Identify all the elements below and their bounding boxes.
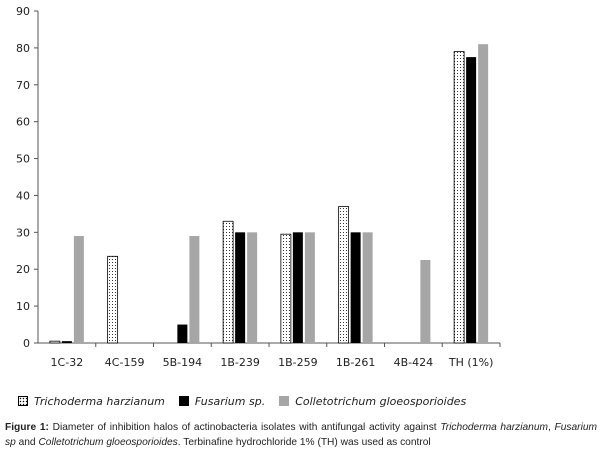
caption-text-1: Diameter of inhibition halos of actinoba… xyxy=(48,422,441,433)
y-axis: 0 10 20 30 40 50 60 70 80 90 xyxy=(16,5,39,350)
caption-species-3: Colletotrichum gloeosporioides xyxy=(38,437,178,448)
caption-species-2: Fusarium sp xyxy=(5,422,597,448)
bar-chart: 0 10 20 30 40 50 60 70 80 90 1C-32 4C-159 5B-194 1B-… xyxy=(16,5,501,369)
bar-colletotrichum-1b259 xyxy=(304,232,315,343)
legend-item-trichoderma: Trichoderma harzianum xyxy=(18,395,165,408)
y-tick-label: 80 xyxy=(16,42,30,55)
x-tick-label: 4B-424 xyxy=(394,356,434,369)
x-tick-label: 1B-261 xyxy=(336,356,376,369)
bar-fusarium-th1 xyxy=(466,57,477,343)
y-tick-label: 50 xyxy=(16,153,30,166)
caption-label: Figure 1: xyxy=(5,422,49,433)
y-tick-label: 30 xyxy=(16,226,30,239)
legend-swatch-trichoderma xyxy=(18,396,28,406)
bar-fusarium-1b239 xyxy=(235,232,246,343)
caption-species-1: Trichoderma harzianum xyxy=(440,422,548,433)
bar-colletotrichum-5b194 xyxy=(189,236,200,343)
y-tick-label: 40 xyxy=(16,189,30,202)
legend-label-fusarium: Fusarium sp. xyxy=(194,394,266,408)
y-tick-label: 90 xyxy=(16,5,30,18)
legend-item-fusarium: Fusarium sp. xyxy=(178,394,266,408)
bar-colletotrichum-4b424 xyxy=(420,260,431,343)
y-tick-label: 0 xyxy=(23,337,30,350)
legend: Trichoderma harzianum Fusarium sp. Colle… xyxy=(18,392,480,410)
caption-text-2: , xyxy=(548,422,555,433)
bar-colletotrichum-1c32 xyxy=(73,236,84,343)
y-tick-label: 10 xyxy=(16,300,30,313)
bar-trichoderma-th1 xyxy=(453,51,465,344)
figure-caption: Figure 1: Diameter of inhibition halos o… xyxy=(5,420,597,450)
x-tick-label: 1C-32 xyxy=(51,356,84,369)
x-tick-label: 1B-259 xyxy=(278,356,318,369)
y-tick-label: 20 xyxy=(16,263,30,276)
bar-trichoderma-1b259 xyxy=(280,233,292,344)
x-tick-label: 1B-239 xyxy=(220,356,260,369)
bar-colletotrichum-1b239 xyxy=(247,232,258,343)
legend-swatch-fusarium xyxy=(178,396,189,406)
bar-fusarium-1b261 xyxy=(350,232,361,343)
x-tick-label: TH (1%) xyxy=(448,356,494,369)
bar-fusarium-1b259 xyxy=(292,232,303,343)
bar-trichoderma-1b239 xyxy=(222,220,234,344)
bar-fusarium-1c32 xyxy=(61,341,72,343)
bar-trichoderma-1b261 xyxy=(338,206,350,344)
caption-text-3: and xyxy=(15,437,39,448)
bar-fusarium-5b194 xyxy=(177,324,188,343)
legend-label-trichoderma: Trichoderma harzianum xyxy=(34,394,165,408)
bar-trichoderma-4c159 xyxy=(107,255,119,344)
x-tick-label: 4C-159 xyxy=(105,356,145,369)
legend-label-colletotrichum: Colletotrichum gloeosporioides xyxy=(295,394,467,408)
x-axis: 1C-32 4C-159 5B-194 1B-239 1B-259 1B-261 4B-42… xyxy=(38,342,501,369)
bar-colletotrichum-th1 xyxy=(478,44,489,343)
x-tick-label: 5B-194 xyxy=(163,356,203,369)
bars-group xyxy=(49,44,489,344)
bar-colletotrichum-1b261 xyxy=(362,232,373,343)
legend-swatch-colletotrichum xyxy=(279,396,290,406)
y-tick-label: 60 xyxy=(16,116,30,129)
caption-text-4: . Terbinafine hydrochloride 1% (TH) was … xyxy=(177,437,431,448)
legend-item-colletotrichum: Colletotrichum gloeosporioides xyxy=(279,395,466,408)
bar-trichoderma-1c32 xyxy=(49,340,61,344)
y-tick-label: 70 xyxy=(16,79,30,92)
